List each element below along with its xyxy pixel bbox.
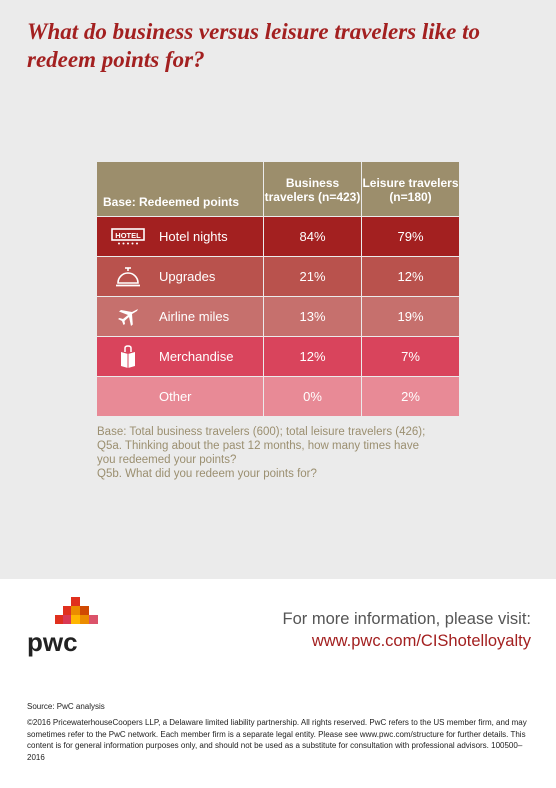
row-label: Hotel nights [159,229,228,244]
table-row-hotel-nights: HOTEL Hotel nights 84% 79% [97,217,459,256]
business-value: 13% [263,297,361,336]
table-row-merchandise: Merchandise 12% 7% [97,337,459,376]
question-5b-note: Q5b. What did you redeem your points for… [97,468,317,480]
leisure-value: 7% [361,337,459,376]
source-note: Source: PwC analysis [27,702,105,711]
service-bell-icon [97,266,159,288]
footer: pwc For more information, please visit: … [0,579,556,788]
more-info-link[interactable]: www.pwc.com/CIShotelloyalty [311,632,531,650]
row-label: Other [159,389,192,404]
base-label: Base: Redeemed points [103,195,240,209]
gift-bag-icon [97,344,159,369]
copyright-text: ©2016 PricewaterhouseCoopers LLP, a Dela… [27,718,527,762]
table-row-airline-miles: Airline miles 13% 19% [97,297,459,336]
business-col-header: Business travelers (n=423) [263,162,361,216]
pwc-logo: pwc [27,597,99,657]
table-row-other: Other 0% 2% [97,377,459,416]
leisure-value: 79% [361,217,459,256]
table-header: Base: Redeemed points Business travelers… [97,162,459,216]
more-info-text: For more information, please visit: [282,610,531,628]
hotel-sign-icon: HOTEL [97,227,159,246]
redemption-table: Base: Redeemed points Business travelers… [97,162,459,416]
question-5a-note: Q5a. Thinking about the past 12 months, … [97,440,419,466]
airplane-icon [97,306,159,328]
leisure-value: 19% [361,297,459,336]
business-value: 0% [263,377,361,416]
svg-text:HOTEL: HOTEL [115,230,141,239]
row-label: Upgrades [159,269,216,284]
base-note: Base: Total business travelers (600); to… [97,426,426,438]
row-label: Airline miles [159,309,230,324]
leisure-value: 2% [361,377,459,416]
row-label: Merchandise [159,349,234,364]
business-value: 84% [263,217,361,256]
business-value: 12% [263,337,361,376]
business-value: 21% [263,257,361,296]
page-title: What do business versus leisure traveler… [27,19,481,72]
table-notes: Base: Total business travelers (600); to… [97,425,437,481]
pwc-logo-text: pwc [27,627,78,657]
leisure-col-header: Leisure travelers (n=180) [361,162,459,216]
leisure-value: 12% [361,257,459,296]
table-row-upgrades: Upgrades 21% 12% [97,257,459,296]
